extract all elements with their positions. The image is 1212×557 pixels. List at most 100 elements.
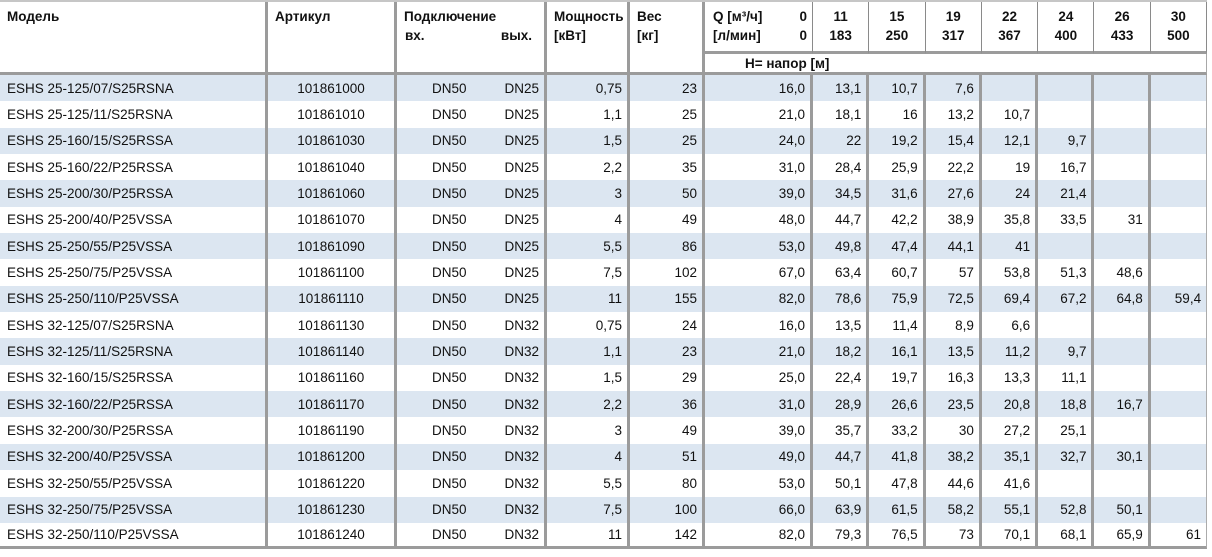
head-value-cell: 27,6 [925,180,982,207]
head-value-cell [1094,154,1151,181]
model-cell: ESHS 32-250/110/P25VSSA [0,522,268,550]
head-value-cell: 24,0 [705,127,813,155]
model-cell: ESHS 25-125/11/S25RSNA [0,101,268,128]
head-value-cell [1094,101,1151,128]
head-value-cell: 24 [981,180,1039,207]
article-cell: 101861130 [268,312,397,339]
weight-cell: 23 [630,75,705,102]
head-value-cell: 63,9 [813,496,870,523]
flow-lmin-value: 250 [885,28,909,43]
head-value-cell: 49,0 [705,443,813,471]
head-value-cell [1038,101,1095,128]
head-value-cell: 20,8 [981,391,1039,418]
col-header-connection-sublabels: вх. вых. [397,26,544,45]
power-cell: 11 [547,522,630,550]
head-value-cell [1151,101,1208,128]
head-value-cell: 13,2 [926,101,982,128]
col-header-weight-unit: [кг] [637,28,659,43]
col-header-flow-q6: 26 433 [1094,2,1151,54]
outlet-value: DN32 [504,396,539,412]
inlet-value: DN50 [431,133,467,149]
col-header-weight: Вес [кг] [630,2,705,75]
head-value-cell: 13,3 [982,364,1039,392]
head-value-cell: 16,7 [1094,391,1151,418]
weight-cell: 24 [630,312,705,339]
head-value-cell: 25,1 [1038,417,1095,444]
inlet-value: DN50 [431,475,467,491]
inlet-value: DN50 [431,449,467,465]
article-cell: 101861100 [268,259,397,286]
head-value-cell: 39,0 [705,417,813,444]
article-cell: 101861090 [268,233,397,260]
head-value-cell: 16,3 [926,364,982,392]
head-value-cell [1038,312,1095,339]
weight-cell: 25 [630,127,705,155]
power-cell: 7,5 [547,259,630,286]
head-value-cell: 16,0 [705,312,813,339]
flow-m3h-label: Q [м³/ч] [713,9,763,24]
power-cell: 11 [547,285,630,313]
connection-cell: DN50 DN32 [397,417,547,444]
outlet-value: DN32 [504,423,539,439]
power-cell: 0,75 [547,75,630,102]
head-value-cell: 61 [1150,522,1208,550]
outlet-value: DN32 [504,502,539,518]
inlet-value: DN50 [431,212,467,228]
article-cell: 101861070 [268,206,397,234]
weight-cell: 49 [630,206,705,234]
head-value-cell [1094,338,1151,365]
head-value-cell [1094,127,1151,155]
head-value-cell: 21,4 [1038,180,1095,207]
connection-cell: DN50 DN25 [397,127,547,155]
head-value-cell: 18,8 [1038,391,1095,418]
head-value-cell: 47,4 [869,233,926,260]
power-cell: 1,5 [547,127,630,155]
weight-cell: 49 [630,417,705,444]
outlet-value: DN32 [504,449,539,465]
model-cell: ESHS 25-250/55/P25VSSA [0,233,268,260]
power-cell: 1,5 [547,364,630,392]
inlet-value: DN50 [431,265,467,281]
col-header-flow-q3: 19 317 [925,2,982,54]
connection-cell: DN50 DN25 [397,75,547,102]
connection-cell: DN50 DN32 [397,496,547,523]
head-value-cell: 25,9 [869,154,926,181]
flow-m3h-value: 26 [1114,9,1130,24]
model-cell: ESHS 25-250/75/P25VSSA [0,259,268,286]
head-value-cell: 82,0 [705,522,813,550]
head-value-cell: 67,2 [1038,285,1095,313]
head-value-cell: 25,0 [705,364,813,392]
weight-cell: 25 [630,101,705,128]
power-cell: 3 [547,417,630,444]
col-header-flow-q5: 24 400 [1038,2,1095,54]
col-header-outlet-label: вых. [500,28,532,43]
weight-cell: 100 [630,496,705,523]
head-value-cell: 44,7 [813,206,870,234]
col-header-flow-q0: Q [м³/ч] 0 [л/мин] 0 [705,2,813,54]
col-header-model: Модель [0,2,268,75]
flow-lmin-zero: 0 [799,28,807,43]
head-value-cell: 41,6 [982,470,1039,497]
head-value-cell: 30,1 [1094,443,1151,471]
head-value-cell: 75,9 [869,285,926,313]
head-value-cell: 41 [981,233,1039,260]
head-value-cell [1094,417,1151,444]
head-value-cell: 50,1 [1094,496,1151,523]
head-value-cell [1151,470,1208,497]
outlet-value: DN25 [504,238,539,254]
head-value-cell: 16 [869,101,926,128]
head-value-cell: 33,2 [869,417,926,444]
model-cell: ESHS 25-200/40/P25VSSA [0,206,268,234]
head-value-cell [1094,470,1151,497]
head-value-cell: 82,0 [705,285,813,313]
head-value-cell: 60,7 [869,259,926,286]
head-value-cell: 70,1 [981,522,1039,550]
connection-cell: DN50 DN32 [397,522,547,550]
head-value-cell: 39,0 [705,180,813,207]
power-cell: 7,5 [547,496,630,523]
model-cell: ESHS 25-250/110/P25VSSA [0,285,268,313]
model-cell: ESHS 25-125/07/S25RSNA [0,75,268,102]
head-value-cell: 38,2 [925,443,982,471]
connection-cell: DN50 DN32 [397,312,547,339]
outlet-value: DN25 [504,159,539,175]
